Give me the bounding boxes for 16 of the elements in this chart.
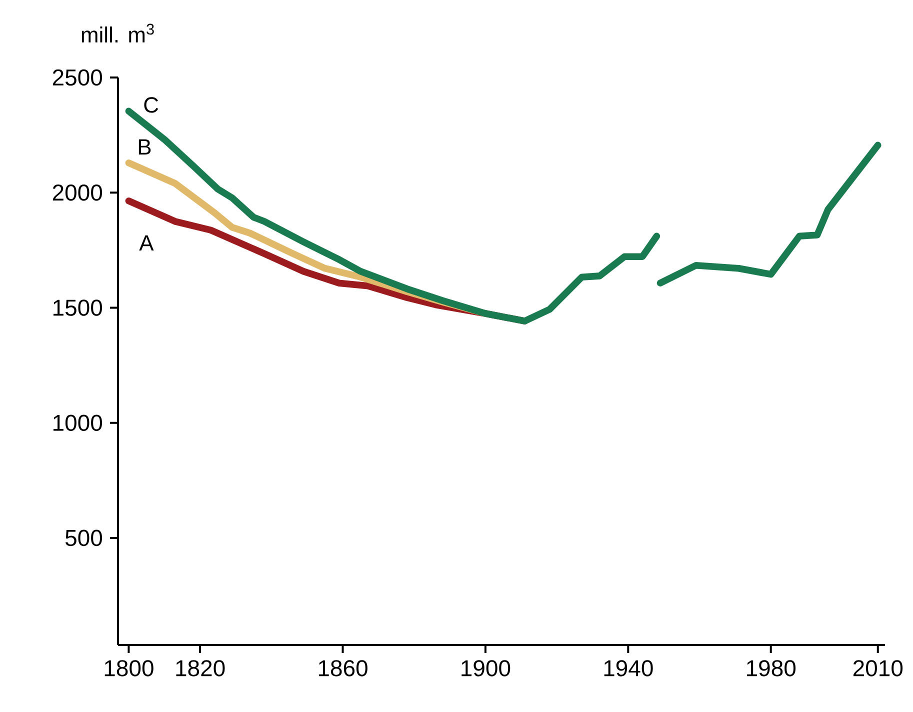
- series-label: C: [144, 97, 158, 113]
- series-label: B: [138, 139, 151, 155]
- series-label: A: [139, 235, 154, 250]
- y-tick-label: 2500: [52, 69, 102, 86]
- y-tick-label: 1500: [54, 300, 102, 316]
- x-tick-label: 1940: [604, 660, 653, 676]
- y-tick-label: 2000: [52, 184, 102, 201]
- x-tick-label: 1800: [104, 660, 154, 676]
- x-tick-label: 1820: [176, 660, 225, 676]
- x-tick-label: 1980: [747, 660, 796, 676]
- x-tick-label: 2010: [853, 660, 903, 676]
- x-tick-label: 1860: [318, 660, 368, 676]
- y-tick-label: 500: [65, 530, 102, 546]
- x-tick-label: 1900: [462, 660, 510, 676]
- y-tick-label: 1000: [54, 414, 102, 431]
- y-axis-title: mill. m$^{3}$: [82, 24, 154, 42]
